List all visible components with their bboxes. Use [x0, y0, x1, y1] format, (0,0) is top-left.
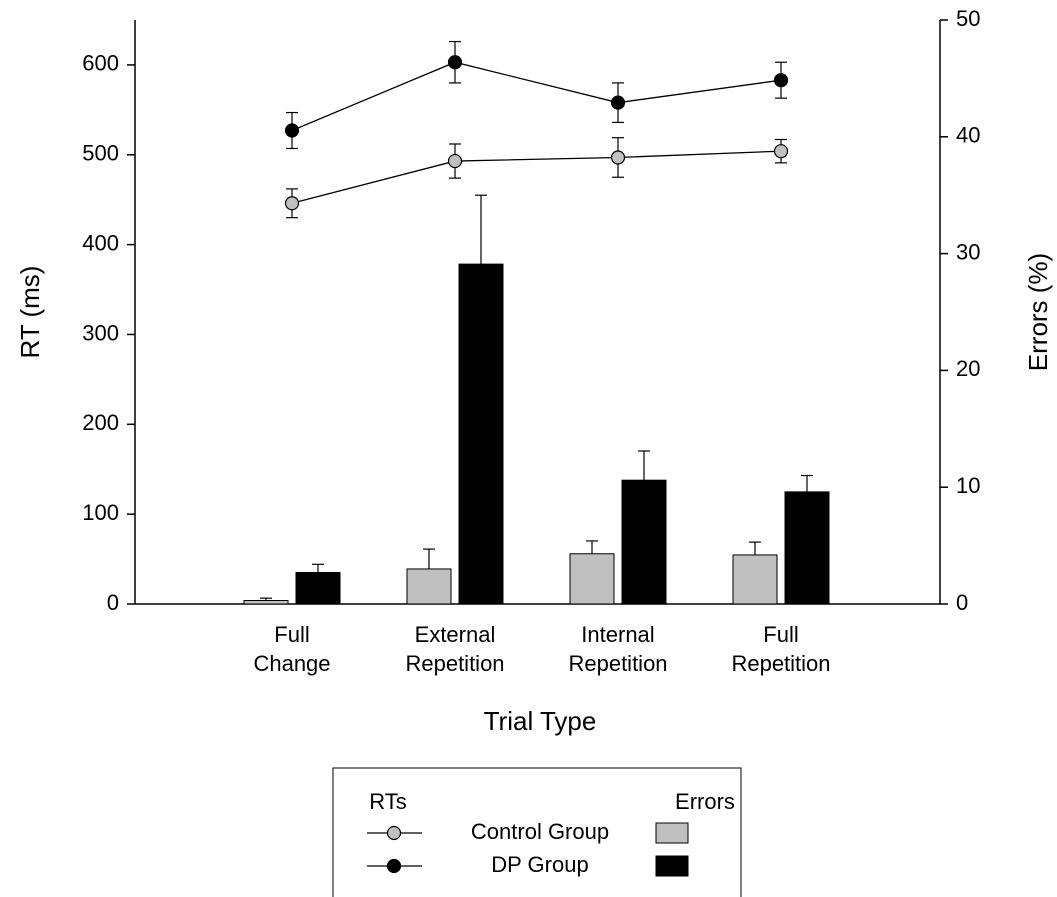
- bar: [569, 553, 615, 605]
- bar: [458, 263, 504, 605]
- point: [284, 123, 300, 138]
- line: [291, 150, 782, 204]
- point: [284, 196, 300, 211]
- legend: RTs Errors: [332, 767, 742, 897]
- bar: [406, 568, 452, 605]
- y2-tick-label: 10: [956, 473, 980, 498]
- x-tick-label: Internal Repetition: [568, 622, 668, 676]
- legend-marker: [386, 825, 402, 841]
- legend-swatch: [655, 855, 689, 877]
- bar: [243, 599, 289, 605]
- legend-box: [332, 767, 742, 897]
- legend-swatch: [655, 822, 689, 844]
- legend-marker: [386, 858, 402, 874]
- y2-tick-label: 30: [956, 239, 980, 264]
- legend-title: RTs: [369, 789, 407, 814]
- x-tick-label: Full Repetition: [731, 622, 831, 676]
- point: [447, 153, 463, 169]
- y-tick-label: 200: [82, 410, 119, 435]
- y-tick-label: 100: [82, 500, 119, 525]
- point: [447, 55, 463, 70]
- legend-label: Control Group: [471, 819, 609, 844]
- y-tick-label: 500: [82, 141, 119, 166]
- y2-tick-label: 50: [956, 6, 980, 31]
- bar: [621, 479, 667, 605]
- point: [610, 95, 626, 110]
- y2-tick-label: 40: [956, 123, 980, 148]
- point: [610, 150, 626, 165]
- x-tick-label: Full Change: [253, 622, 331, 676]
- bar: [295, 571, 341, 605]
- bar: [784, 491, 830, 605]
- x-tick-label: External Repetition: [405, 622, 505, 676]
- y-tick-label: 0: [107, 590, 119, 615]
- bar: [732, 554, 778, 605]
- y-tick-label: 600: [82, 51, 119, 76]
- y2-tick-label: 20: [956, 356, 980, 381]
- point: [773, 73, 789, 88]
- y2-tick-label: 0: [956, 590, 968, 615]
- legend-label: DP Group: [491, 852, 588, 877]
- y2-axis-title: Errors (%): [1023, 253, 1053, 371]
- y-tick-label: 400: [82, 230, 119, 255]
- legend-title: Errors: [675, 789, 735, 814]
- point: [773, 144, 789, 159]
- y-tick-label: 300: [82, 320, 119, 345]
- line: [291, 61, 782, 132]
- x-axis-title: Trial Type: [484, 706, 597, 736]
- y-axis-title: RT (ms): [15, 266, 45, 359]
